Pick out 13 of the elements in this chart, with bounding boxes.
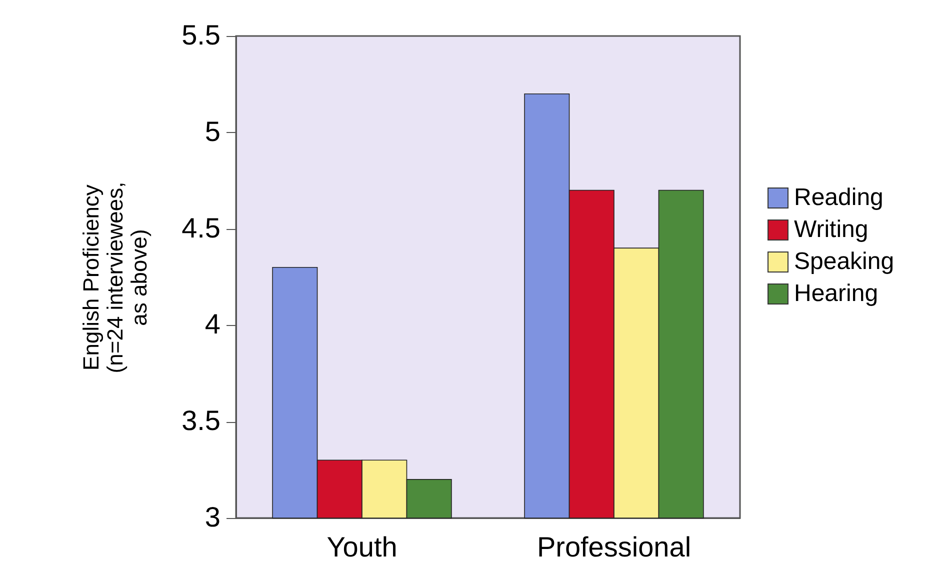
y-tick-label: 3: [204, 502, 220, 532]
legend-label: Speaking: [794, 248, 894, 275]
legend-label: Writing: [794, 216, 868, 243]
y-tick-label: 5: [204, 116, 220, 147]
y-tick-label: 4: [204, 308, 220, 340]
y-tick-label: 4.5: [182, 212, 220, 244]
x-tick-label: Professional: [536, 532, 692, 562]
y-axis-title: English Proficiency (n=24 interviewees, as above): [78, 182, 152, 374]
legend-label: Reading: [794, 184, 884, 211]
x-tick-label: Youth: [326, 532, 398, 562]
y-tick-label: 5.5: [182, 20, 220, 50]
y-tick-label: 3.5: [182, 405, 220, 436]
legend-label: Hearing: [794, 280, 878, 307]
